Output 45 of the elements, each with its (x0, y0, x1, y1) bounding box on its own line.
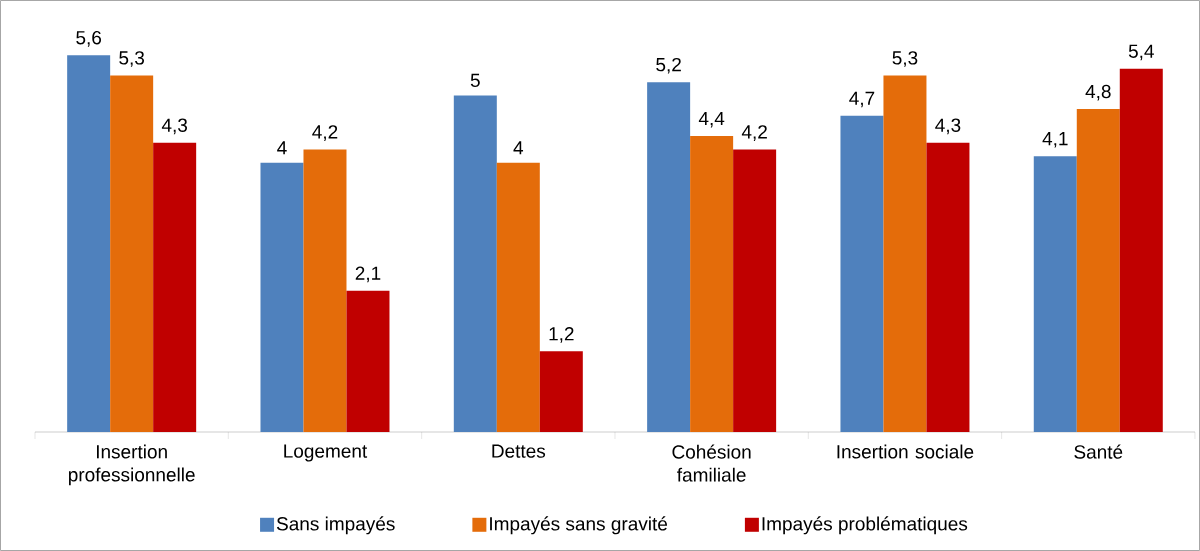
bar (690, 135, 734, 432)
bar (346, 290, 390, 432)
data-label: 5,6 (76, 30, 102, 47)
bar (303, 149, 347, 432)
data-label: 4,2 (741, 125, 767, 141)
legend-label: Sans impayés (276, 516, 395, 535)
legend-label: Impayés problématiques (762, 516, 968, 535)
bar (1076, 109, 1120, 432)
data-label: 4,3 (161, 118, 188, 135)
bar (733, 149, 777, 432)
data-label: 2,1 (355, 266, 381, 283)
data-label: 4 (277, 141, 287, 155)
data-label: 4,8 (1085, 84, 1111, 101)
data-label: 5,4 (1128, 44, 1154, 61)
data-label: 4,1 (1042, 132, 1068, 148)
bar (840, 115, 884, 432)
x-tick-label: Santé (1074, 444, 1123, 459)
bar (1033, 156, 1077, 432)
bar (67, 55, 111, 432)
data-label: 4,2 (312, 125, 338, 141)
x-tick-label: Dettes (492, 444, 546, 458)
bar (453, 95, 497, 432)
data-label: 5,3 (892, 51, 918, 67)
bar (539, 351, 583, 432)
data-label: 4 (513, 141, 524, 155)
data-label: 5,3 (119, 51, 145, 67)
data-label: 4,4 (698, 111, 725, 128)
bar (883, 75, 927, 432)
bar (1119, 68, 1163, 432)
legend-label: Impayés sans gravité (490, 516, 668, 535)
data-label: 5,2 (656, 57, 681, 74)
x-tick-label: Cohésion familiale (672, 444, 751, 482)
data-label: 4,3 (935, 118, 961, 135)
data-label: 4,7 (849, 91, 875, 108)
data-label: 1,2 (549, 327, 574, 343)
bar (647, 82, 691, 432)
bar (496, 162, 540, 432)
bar (110, 75, 154, 432)
bar (153, 142, 197, 432)
x-tick-label: Logement (284, 444, 368, 462)
bar (926, 142, 970, 432)
data-label: 5 (470, 73, 480, 88)
x-tick-label: Insertion professionnelle (68, 444, 195, 486)
x-tick-label: Insertion sociale (837, 444, 974, 459)
bar (260, 162, 304, 432)
